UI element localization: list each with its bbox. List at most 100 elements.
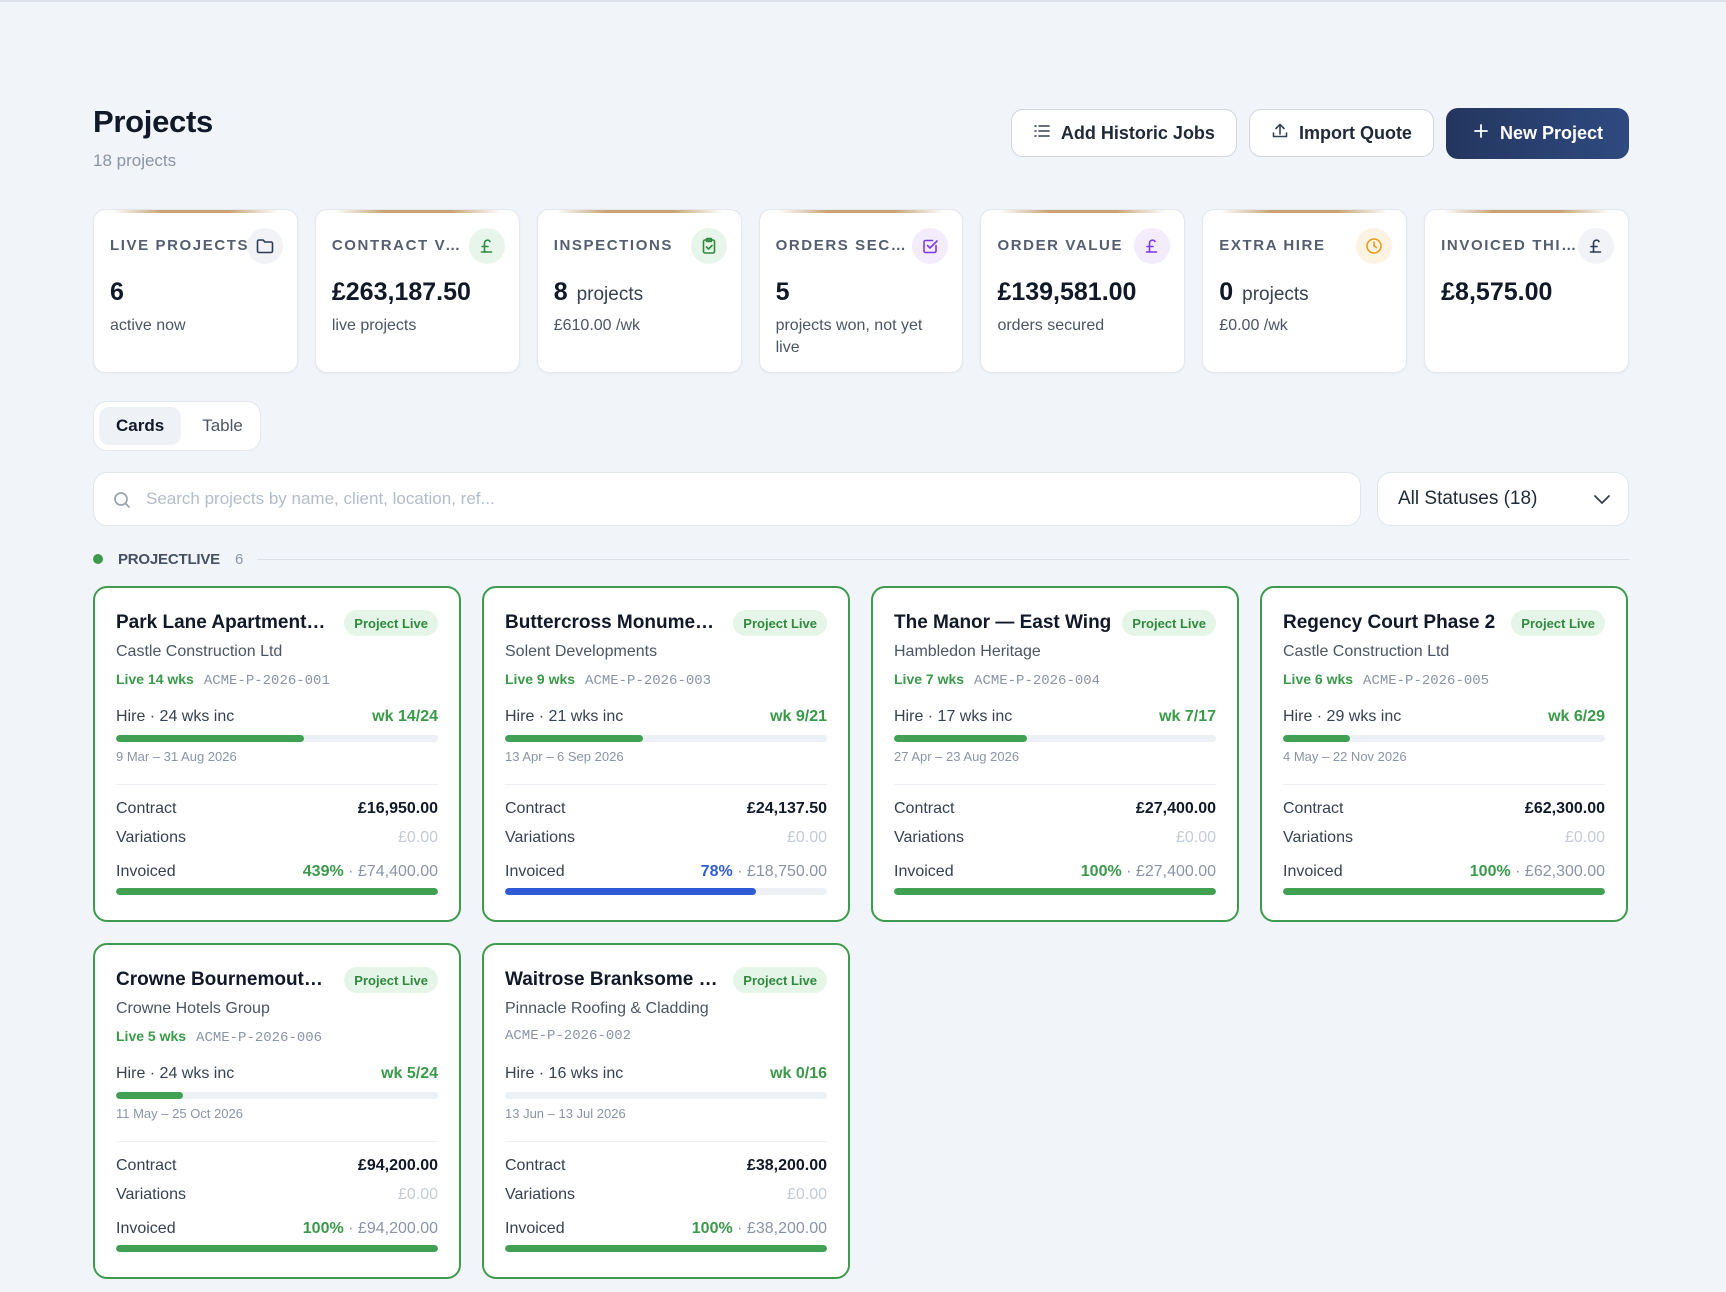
hire-week: wk 9/21: [770, 708, 827, 725]
hire-row: Hire · 24 wks inc wk 14/24: [116, 708, 438, 726]
invoiced-percent: 100%: [1469, 863, 1511, 880]
hire-progress-fill: [116, 735, 304, 742]
new-project-button[interactable]: New Project: [1445, 108, 1629, 159]
contract-row: Contract £24,137.50: [505, 800, 827, 818]
client-name: Pinnacle Roofing & Cladding: [505, 1000, 709, 1017]
contract-label: Contract: [894, 800, 955, 817]
status-filter-select[interactable]: All Statuses (18): [1377, 472, 1629, 526]
status-filter-value: All Statuses (18): [1398, 488, 1538, 509]
project-card[interactable]: Crowne Bournemouth Hotel Project Live Cr…: [93, 943, 461, 1279]
card-divider: [116, 784, 438, 785]
client-name: Castle Construction Ltd: [116, 643, 283, 660]
variations-row: Variations £0.00: [116, 1186, 438, 1204]
variations-value: £0.00: [786, 829, 827, 846]
invoiced-progress-fill: [116, 1245, 438, 1252]
project-meta: Live 6 wks ACME-P-2026-005: [1283, 671, 1489, 689]
import-quote-label: Import Quote: [1298, 122, 1412, 143]
upload-icon: [1271, 122, 1289, 145]
variations-value: £0.00: [1175, 829, 1216, 846]
hire-progress-fill: [116, 1092, 183, 1099]
hire-label: Hire · 16 wks inc: [505, 1065, 624, 1082]
project-ref: ACME-P-2026-004: [974, 673, 1101, 689]
stat-number: £139,581.00: [997, 278, 1137, 306]
clipboard-check-icon: [690, 228, 727, 264]
hire-progress-bar: [116, 735, 438, 742]
client-name: Solent Developments: [505, 643, 658, 660]
search-bar: [93, 472, 1361, 526]
project-ref: ACME-P-2026-005: [1363, 673, 1490, 689]
variations-label: Variations: [116, 1186, 186, 1203]
status-dot: [93, 554, 103, 564]
list-icon: [1033, 122, 1051, 145]
stat-subtext: projects won, not yet live: [775, 317, 923, 356]
project-card[interactable]: The Manor — East Wing Project Live Hambl…: [871, 586, 1239, 922]
invoiced-label: Invoiced: [1283, 863, 1343, 880]
hire-label: Hire · 29 wks inc: [1283, 708, 1402, 725]
import-quote-button[interactable]: Import Quote: [1248, 109, 1434, 157]
search-input[interactable]: [146, 473, 1336, 525]
hire-week: wk 6/29: [1548, 708, 1605, 725]
card-divider: [894, 784, 1216, 785]
invoiced-progress-fill: [116, 888, 438, 895]
pound-icon: [1578, 228, 1615, 264]
hire-week: wk 0/16: [770, 1065, 827, 1082]
invoiced-label: Invoiced: [505, 1220, 565, 1237]
hire-row: Hire · 29 wks inc wk 6/29: [1283, 708, 1605, 726]
variations-label: Variations: [894, 829, 964, 846]
variations-value: £0.00: [1564, 829, 1605, 846]
hire-row: Hire · 24 wks inc wk 5/24: [116, 1065, 438, 1083]
folder-icon: [246, 228, 283, 264]
invoiced-progress-bar: [505, 1245, 827, 1252]
client-name: Castle Construction Ltd: [1283, 643, 1450, 660]
project-card[interactable]: Regency Court Phase 2 Project Live Castl…: [1260, 586, 1628, 922]
invoiced-progress-bar: [894, 888, 1216, 895]
project-card[interactable]: Park Lane Apartments Refurbishment Proje…: [93, 586, 461, 922]
project-count: 18 projects: [93, 151, 177, 170]
live-weeks: Live 5 wks: [116, 1028, 187, 1044]
contract-row: Contract £16,950.00: [116, 800, 438, 818]
hire-progress-bar: [894, 735, 1216, 742]
variations-row: Variations £0.00: [1283, 829, 1605, 847]
hire-row: Hire · 21 wks inc wk 9/21: [505, 708, 827, 726]
variations-label: Variations: [505, 829, 575, 846]
status-badge: Project Live: [1122, 610, 1216, 636]
group-header-project-live: PROJECTLIVE 6: [93, 549, 1629, 569]
table-view-tab[interactable]: Table: [202, 416, 243, 435]
stat-subtext: £0.00 /wk: [1219, 317, 1288, 334]
cards-view-tab[interactable]: Cards: [99, 407, 182, 445]
invoiced-amount: · £74,400.00: [343, 863, 438, 880]
invoiced-percent: 439%: [302, 863, 344, 880]
stat-subtext: active now: [110, 317, 186, 334]
project-name: Waitrose Branksome Roof: [505, 969, 723, 990]
stat-label: EXTRA HIRE: [1219, 237, 1326, 254]
invoiced-amount: · £94,200.00: [343, 1220, 438, 1237]
project-name: Crowne Bournemouth Hotel: [116, 969, 334, 990]
invoiced-progress-bar: [116, 888, 438, 895]
invoiced-amount: · £38,200.00: [732, 1220, 827, 1237]
invoiced-label: Invoiced: [894, 863, 954, 880]
hire-progress-fill: [1283, 735, 1350, 742]
hire-progress-bar: [1283, 735, 1605, 742]
invoiced-label: Invoiced: [116, 863, 176, 880]
hire-label: Hire · 24 wks inc: [116, 708, 235, 725]
add-historic-jobs-label: Add Historic Jobs: [1060, 122, 1215, 143]
stats-row: LIVE PROJECTS 6 active now CONTRACT VALU…: [93, 209, 1630, 373]
add-historic-jobs-button[interactable]: Add Historic Jobs: [1010, 109, 1237, 157]
contract-label: Contract: [116, 800, 177, 817]
invoiced-value: 100% · £38,200.00: [692, 1220, 827, 1238]
stat-number: 8: [553, 278, 568, 306]
invoiced-progress-fill: [505, 888, 757, 895]
invoiced-label: Invoiced: [116, 1220, 176, 1237]
status-badge: Project Live: [344, 610, 438, 636]
client-name: Hambledon Heritage: [894, 643, 1041, 660]
stat-card-contract-value: CONTRACT VALUE £263,187.50 live projects: [314, 209, 520, 373]
card-divider: [1283, 784, 1605, 785]
project-meta: Live 14 wks ACME-P-2026-001: [116, 671, 330, 689]
invoiced-progress-bar: [116, 1245, 438, 1252]
project-card[interactable]: Buttercross Monument Restoration Project…: [482, 586, 850, 922]
contract-label: Contract: [1283, 800, 1344, 817]
project-card[interactable]: Waitrose Branksome Roof Project Live Pin…: [482, 943, 850, 1279]
status-badge: Project Live: [344, 967, 438, 993]
contract-value: £62,300.00: [1524, 800, 1605, 817]
stat-value: £139,581.00: [997, 278, 1138, 307]
